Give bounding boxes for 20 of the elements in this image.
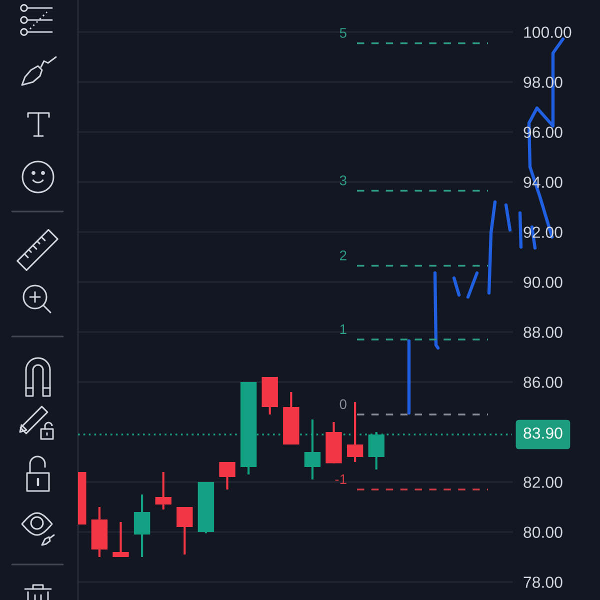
- annotation: 2: [340, 250, 346, 260]
- candlestick: [112, 520, 129, 558]
- y-tick-label: 100.00: [524, 26, 572, 38]
- y-tick-label: 86.00: [524, 376, 562, 388]
- annotation: -1: [335, 474, 346, 484]
- candlestick: [155, 470, 172, 511]
- y-tick-label: 88.00: [524, 326, 562, 338]
- ref-line-label: 83.90: [524, 427, 562, 439]
- y-tick-label: 82.00: [524, 476, 562, 488]
- y-tick-label: 90.00: [524, 276, 562, 288]
- candlestick: [219, 460, 236, 491]
- candlestick: [176, 506, 193, 556]
- candlestick: [346, 400, 364, 464]
- annotation: 3: [340, 175, 346, 186]
- annotation: 1: [340, 324, 346, 334]
- annotation: 5: [340, 28, 346, 38]
- y-tick-label: 80.00: [524, 526, 562, 538]
- y-tick-label: 78.00: [524, 576, 562, 588]
- annotation: 0: [340, 399, 346, 410]
- candlestick: [134, 493, 150, 558]
